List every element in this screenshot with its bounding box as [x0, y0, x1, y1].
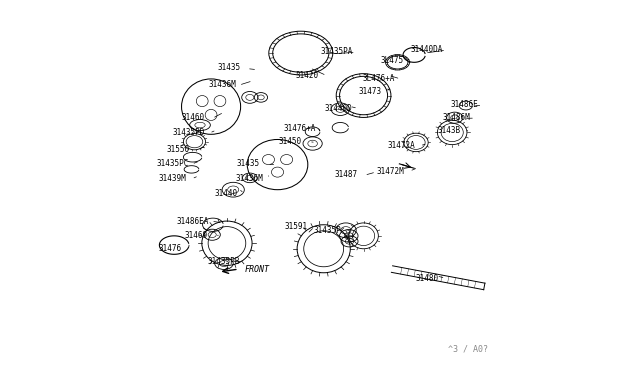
Text: 3L475: 3L475 — [380, 56, 404, 65]
Text: 31435P: 31435P — [314, 226, 341, 235]
Text: 31439M: 31439M — [159, 174, 186, 183]
Text: 31472M: 31472M — [376, 167, 404, 176]
Text: 31435PD: 31435PD — [173, 128, 205, 137]
Text: 31486M: 31486M — [443, 113, 470, 122]
Text: 31435PA: 31435PA — [321, 47, 353, 56]
Text: 31472A: 31472A — [387, 141, 415, 150]
Text: 31440: 31440 — [214, 189, 237, 198]
Text: 31487: 31487 — [334, 170, 357, 179]
Text: ^3 / A0?: ^3 / A0? — [448, 345, 488, 354]
Text: FRONT: FRONT — [244, 264, 269, 273]
Text: 31440D: 31440D — [324, 104, 353, 113]
Text: 31469: 31469 — [185, 231, 208, 240]
Text: 31486E: 31486E — [450, 100, 478, 109]
Text: 31473: 31473 — [358, 87, 381, 96]
Text: 31591: 31591 — [284, 222, 308, 231]
Text: 31435PC: 31435PC — [156, 159, 189, 169]
Text: 31436M: 31436M — [208, 80, 236, 89]
Text: 31480: 31480 — [415, 274, 438, 283]
Text: 3L476+A: 3L476+A — [363, 74, 396, 83]
Text: 31486EA: 31486EA — [177, 217, 209, 225]
Text: 3143B: 3143B — [438, 126, 461, 135]
Text: 31440DA: 31440DA — [411, 45, 444, 54]
Text: 31476: 31476 — [159, 244, 182, 253]
Text: 31435: 31435 — [218, 63, 241, 72]
Text: 31435PB: 31435PB — [208, 257, 240, 266]
Text: 31476+A: 31476+A — [284, 124, 316, 133]
Text: 31460: 31460 — [181, 113, 204, 122]
Text: 31420: 31420 — [296, 71, 319, 80]
Text: 31550: 31550 — [166, 145, 189, 154]
Text: 31436M: 31436M — [236, 174, 264, 183]
Text: 31450: 31450 — [279, 137, 302, 146]
Text: 31435: 31435 — [236, 159, 260, 169]
